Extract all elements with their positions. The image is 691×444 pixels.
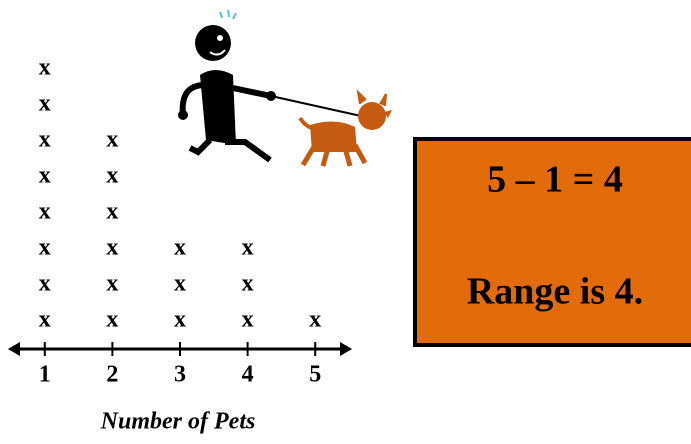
x-tick-label: 2: [106, 362, 118, 388]
dot-marker: x: [39, 307, 51, 333]
dot-marker: x: [174, 235, 186, 261]
dot-marker: x: [39, 163, 51, 189]
dot-marker: x: [39, 199, 51, 225]
annotation: Range is 4.: [467, 271, 643, 313]
x-tick-label: 5: [309, 362, 321, 388]
dot-marker: x: [106, 163, 118, 189]
dot-marker: x: [39, 91, 51, 117]
x-tick-label: 4: [242, 362, 254, 388]
x-tick-label: 3: [174, 362, 186, 388]
dot-marker: x: [39, 127, 51, 153]
dot-marker: x: [39, 55, 51, 81]
dot-marker: x: [242, 235, 254, 261]
dot-marker: x: [106, 235, 118, 261]
dot-marker: x: [174, 307, 186, 333]
dot-marker: x: [39, 235, 51, 261]
annotation: 5 – 1 = 4: [487, 159, 623, 201]
x-axis-label: Number of Pets: [100, 409, 256, 435]
clipart: [178, 9, 392, 167]
dot-marker: x: [242, 307, 254, 333]
dot-marker: x: [174, 271, 186, 297]
dot-marker: x: [106, 127, 118, 153]
dot-marker: x: [39, 271, 51, 297]
dot-marker: x: [242, 271, 254, 297]
dot-marker: x: [106, 271, 118, 297]
x-tick-label: 1: [39, 362, 51, 388]
dot-marker: x: [106, 199, 118, 225]
annotation-box: [413, 137, 691, 347]
dot-marker: x: [309, 307, 321, 333]
dot-marker: x: [106, 307, 118, 333]
